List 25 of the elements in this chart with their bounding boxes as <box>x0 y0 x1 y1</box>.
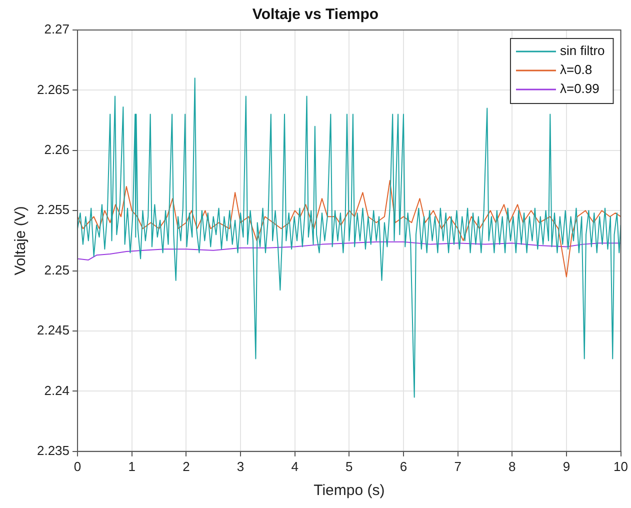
y-tick-label: 2.265 <box>36 82 70 97</box>
y-tick-label: 2.27 <box>44 22 70 37</box>
y-axis-title: Voltaje (V) <box>12 206 30 276</box>
y-tick-label: 2.255 <box>36 202 70 218</box>
y-tick-label: 2.24 <box>44 382 70 398</box>
y-tick-label: 2.245 <box>36 322 70 338</box>
y-tick-label: 2.25 <box>44 262 70 278</box>
legend-label: sin filtro <box>560 43 605 58</box>
x-tick-label: 8 <box>508 458 516 474</box>
legend-label: λ=0.99 <box>560 81 600 96</box>
x-tick-label: 5 <box>346 458 353 474</box>
x-tick-label: 4 <box>291 458 298 474</box>
x-tick-label: 6 <box>400 458 408 474</box>
x-tick-label: 9 <box>562 458 570 474</box>
x-tick-label: 1 <box>128 458 136 474</box>
legend-label: λ=0.8 <box>560 62 592 78</box>
y-tick-label: 2.26 <box>44 142 70 157</box>
x-tick-label: 10 <box>614 458 628 474</box>
x-tick-label: 2 <box>182 458 190 474</box>
y-tick-label: 2.235 <box>36 442 70 458</box>
x-tick-label: 7 <box>454 458 462 474</box>
x-tick-label: 3 <box>236 458 244 474</box>
x-tick-label: 0 <box>74 458 82 474</box>
x-axis-title: Tiempo (s) <box>314 482 385 500</box>
chart-title: Voltaje vs Tiempo <box>252 6 379 24</box>
